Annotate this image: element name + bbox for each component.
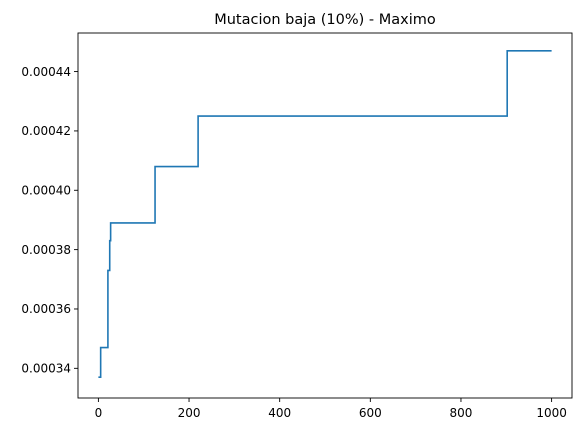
axes: 0 200 400 600 800 1000 0.00034 0.00036 0.00038 0.… [21, 32, 573, 420]
series-line-0 [98, 50, 552, 379]
x-tick-label: 0 [95, 406, 103, 420]
x-tick-label: 800 [450, 406, 473, 420]
chart-title: Mutacion baja (10%) - Maximo [214, 12, 436, 28]
y-tick-label: 0.00042 [21, 124, 71, 138]
y-tick-label: 0.00040 [21, 183, 71, 197]
x-tick-label: 200 [178, 406, 201, 420]
plot-frame [77, 32, 573, 399]
x-tick-label: 1000 [536, 406, 567, 420]
x-tick-label: 600 [359, 406, 382, 420]
y-tick-label: 0.00038 [21, 243, 71, 257]
y-tick-label: 0.00036 [21, 302, 71, 316]
y-tick-label: 0.00044 [21, 65, 71, 79]
series-layer [98, 50, 552, 379]
y-tick-label: 0.00034 [21, 362, 71, 376]
x-tick-label: 400 [268, 406, 291, 420]
